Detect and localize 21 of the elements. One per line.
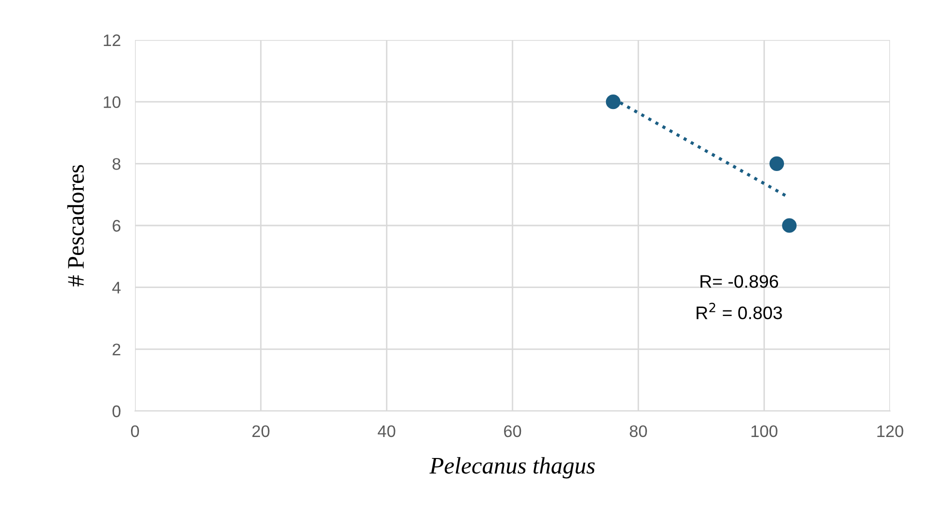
y-axis-title: # Pescadores <box>67 165 84 286</box>
x-tick-label: 80 <box>630 425 647 438</box>
point <box>782 218 797 233</box>
y-tick-label: 2 <box>112 344 120 356</box>
y-tick-label: 12 <box>104 34 120 46</box>
point <box>606 94 620 110</box>
y-tick-label: 6 <box>112 220 120 232</box>
y-tick-label: 8 <box>112 158 120 170</box>
y-tick-label: 0 <box>112 405 120 418</box>
x-axis-title: Pelecanus thagus <box>429 457 595 479</box>
annotation: R= -0.896 <box>700 275 778 288</box>
point <box>769 156 784 171</box>
y-tick-label: 10 <box>104 96 120 108</box>
annotation: R$^{2}$ = 0.803 <box>696 302 782 320</box>
x-tick-label: 120 <box>877 425 904 438</box>
x-tick-label: 0 <box>131 425 139 438</box>
y-tick-label: 4 <box>112 282 121 294</box>
x-tick-label: 40 <box>378 425 396 438</box>
x-tick-label: 20 <box>252 425 270 438</box>
x-tick-label: 60 <box>504 425 522 438</box>
x-tick-label: 100 <box>752 425 778 438</box>
